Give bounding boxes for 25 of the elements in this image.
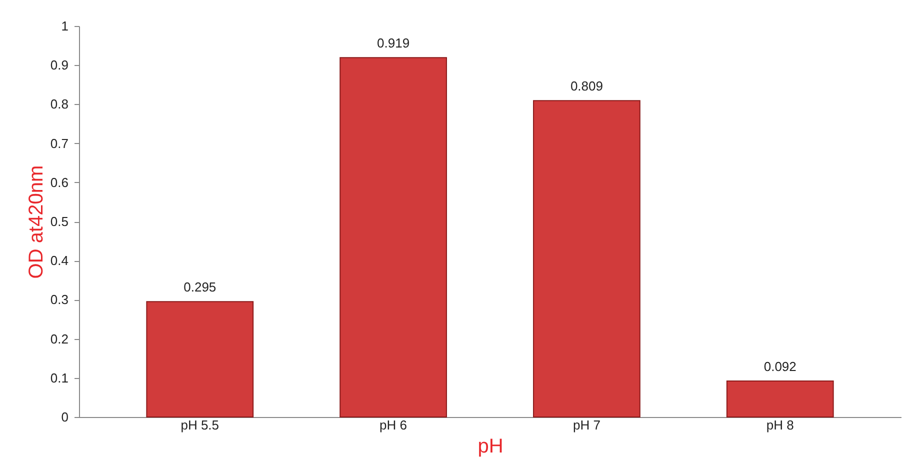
y-tick-label: 0.2	[50, 331, 68, 346]
x-axis-title: pH	[478, 436, 504, 458]
y-tick-label: 0.7	[50, 136, 68, 151]
y-tick-label: 0.3	[50, 292, 68, 308]
y-tick-label: 0	[61, 410, 68, 424]
y-tick-label: 0.8	[50, 96, 68, 112]
y-tick-label: 1	[61, 18, 68, 34]
data-label: 0.295	[184, 280, 216, 295]
y-axis-title: OD at420nm	[25, 165, 48, 279]
data-label: 0.919	[377, 36, 410, 51]
data-label: 0.092	[764, 359, 796, 374]
bar	[726, 380, 834, 418]
x-tick-label: pH 5.5	[180, 418, 220, 432]
data-label: 0.809	[570, 78, 603, 94]
x-tick-label: pH 6	[380, 418, 408, 432]
bar	[533, 100, 640, 418]
bar	[146, 301, 254, 418]
y-tick-label: 0.6	[50, 174, 68, 190]
x-tick-label: pH 8	[766, 418, 794, 432]
y-tick-label: 0.4	[50, 253, 68, 268]
y-tick-label: 0.9	[50, 58, 68, 73]
x-tick-label: pH 7	[572, 418, 600, 432]
y-tick-label: 0.1	[50, 370, 68, 386]
y-tick-label: 0.5	[50, 214, 68, 229]
bar	[340, 57, 447, 418]
